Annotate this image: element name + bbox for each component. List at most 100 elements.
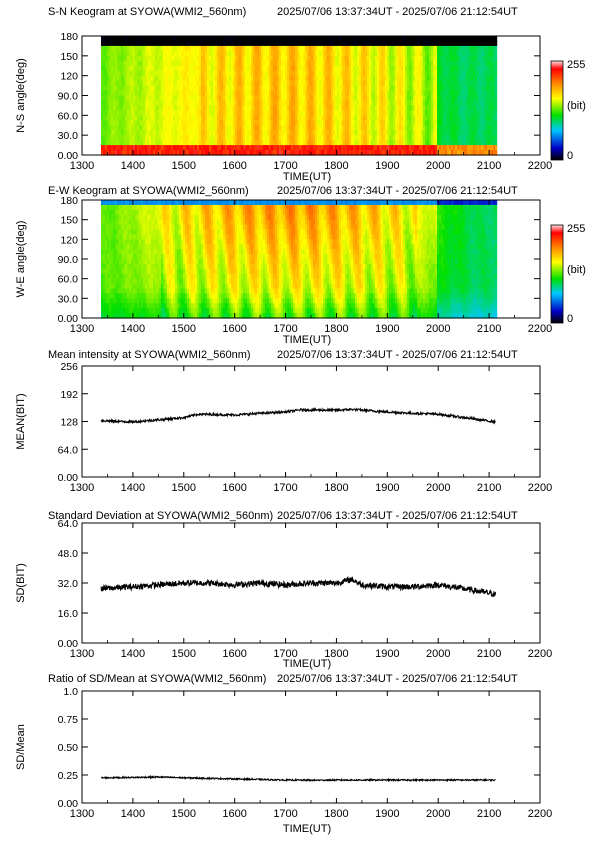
keogram-cell (249, 36, 252, 42)
keogram-cell (315, 40, 318, 47)
keogram-cell (221, 45, 224, 52)
keogram-cell (401, 120, 404, 126)
keogram-cell (317, 40, 320, 47)
keogram-cell (183, 120, 186, 126)
keogram-cell (329, 70, 332, 77)
keogram-cell (495, 36, 498, 42)
keogram-cell (279, 130, 282, 136)
keogram-cell (479, 150, 482, 156)
keogram-cell (331, 150, 334, 156)
keogram-cell (323, 90, 326, 97)
keogram-cell (317, 135, 320, 141)
keogram-cell (131, 40, 134, 47)
keogram-cell (207, 60, 210, 67)
keogram-cell (375, 40, 378, 47)
keogram-cell (157, 45, 160, 52)
keogram-cell (393, 80, 396, 87)
keogram-cell (295, 140, 298, 146)
keogram-cell (169, 80, 172, 87)
keogram-cell (495, 95, 498, 102)
keogram-cell (289, 60, 292, 67)
keogram-cell (399, 36, 402, 42)
keogram-cell (299, 150, 302, 156)
keogram-cell (113, 298, 116, 304)
keogram-cell (269, 150, 272, 156)
keogram-cell (263, 45, 266, 52)
keogram-cell (413, 75, 416, 82)
keogram-cell (389, 120, 392, 126)
keogram-cell (187, 125, 190, 131)
keogram-cell (345, 95, 348, 102)
keogram-cell (189, 115, 192, 121)
keogram-cell (113, 219, 116, 226)
keogram-cell (359, 100, 362, 107)
keogram-cell (415, 145, 418, 151)
keogram-cell (329, 110, 332, 116)
keogram-cell (197, 70, 200, 77)
keogram-cell (473, 135, 476, 141)
keogram-cell (103, 80, 106, 87)
keogram-cell (367, 105, 370, 111)
keogram-cell (119, 150, 122, 156)
keogram-cell (245, 80, 248, 87)
keogram-cell (447, 75, 450, 82)
keogram-cell (329, 115, 332, 121)
keogram-cell (235, 105, 238, 111)
keogram-cell (333, 36, 336, 42)
keogram-cell (181, 55, 184, 62)
keogram-cell (209, 145, 212, 151)
keogram-cell (471, 95, 474, 102)
keogram-cell (299, 80, 302, 87)
keogram-cell (343, 150, 346, 156)
keogram-cell (373, 130, 376, 136)
keogram-cell (469, 105, 472, 111)
keogram-cell (385, 60, 388, 67)
keogram-cell (263, 65, 266, 72)
keogram-cell (119, 70, 122, 77)
keogram-cell (101, 224, 104, 231)
keogram-cell (287, 36, 290, 42)
keogram-cell (107, 115, 110, 121)
keogram-cell (495, 115, 498, 121)
keogram-cell (439, 50, 442, 57)
keogram-cell (179, 140, 182, 146)
keogram-cell (139, 95, 142, 102)
keogram-cell (371, 50, 374, 57)
keogram-cell (269, 70, 272, 77)
keogram-cell (415, 60, 418, 67)
keogram-cell (493, 90, 496, 97)
keogram-cell (131, 135, 134, 141)
keogram-cell (101, 115, 104, 121)
keogram-cell (237, 130, 240, 136)
keogram-cell (399, 85, 402, 92)
keogram-cell (321, 60, 324, 67)
keogram-cell (355, 50, 358, 57)
keogram-cell (445, 115, 448, 121)
keogram-cell (361, 36, 364, 42)
keogram-cell (477, 150, 480, 156)
keogram-cell (285, 140, 288, 146)
keogram-cell (421, 50, 424, 57)
keogram-cell (387, 130, 390, 136)
keogram-cell (263, 90, 266, 97)
keogram-cell (231, 110, 234, 116)
keogram-cell (151, 140, 154, 146)
keogram-cell (357, 40, 360, 47)
keogram-cell (163, 75, 166, 82)
keogram-cell (333, 110, 336, 116)
keogram-cell (145, 60, 148, 67)
keogram-cell (441, 60, 444, 67)
keogram-cell (481, 150, 484, 156)
keogram-cell (299, 90, 302, 97)
keogram-cell (191, 40, 194, 47)
keogram-cell (103, 36, 106, 42)
keogram-cell (335, 100, 338, 107)
keogram-cell (367, 36, 370, 42)
keogram-cell (237, 115, 240, 121)
keogram-cell (467, 75, 470, 82)
keogram-cell (351, 70, 354, 77)
keogram-cell (171, 75, 174, 82)
keogram-cell (423, 95, 426, 102)
keogram-cell (221, 75, 224, 82)
keogram-cell (379, 45, 382, 52)
